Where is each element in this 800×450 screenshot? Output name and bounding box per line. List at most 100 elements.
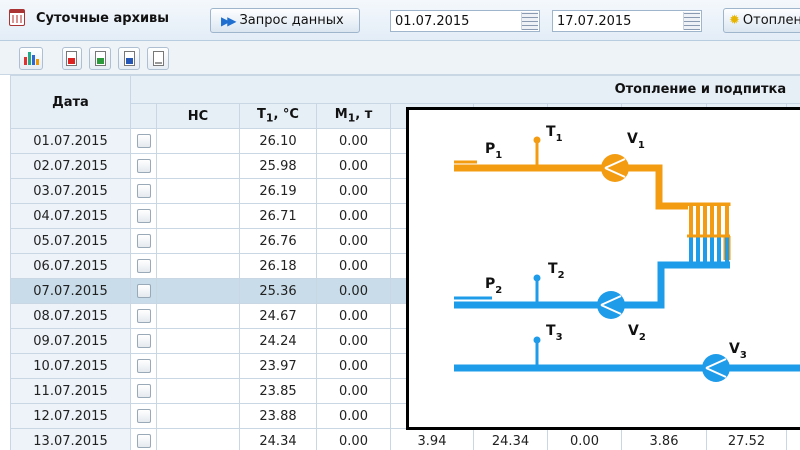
cell-m1: 0.00 — [316, 353, 391, 379]
cell-t1: 25.98 — [239, 153, 317, 179]
row-checkbox[interactable] — [136, 159, 151, 173]
row-checkbox[interactable] — [136, 409, 151, 423]
cell-ns — [156, 228, 240, 254]
excel-export-button[interactable] — [89, 47, 111, 70]
calendar-picker-icon[interactable] — [521, 12, 538, 30]
label-v2: V2 — [628, 323, 646, 343]
row-checkbox[interactable] — [136, 359, 151, 373]
page-title: Суточные архивы — [36, 11, 170, 26]
text-export-button[interactable] — [147, 47, 169, 70]
column-header-ns[interactable]: НС — [156, 103, 240, 129]
request-data-button[interactable]: ▶▶ Запрос данных — [210, 8, 360, 33]
cell-date: 09.07.2015 — [10, 328, 131, 354]
row-checkbox — [130, 253, 157, 279]
cell-ns — [156, 203, 240, 229]
label-t2: T2 — [548, 261, 565, 281]
cell-m1: 0.00 — [316, 128, 391, 154]
cell-m1: 0.00 — [316, 403, 391, 429]
row-checkbox[interactable] — [136, 384, 151, 398]
cell-t1: 26.76 — [239, 228, 317, 254]
return-pipe — [454, 261, 730, 309]
cell-ns — [156, 353, 240, 379]
cell-date: 11.07.2015 — [10, 378, 131, 404]
word-icon — [124, 51, 135, 66]
fast-forward-icon: ▶▶ — [221, 13, 237, 28]
scheme-svg: P1 T1 V1 P2 T2 V2 T3 V3 — [454, 124, 800, 382]
word-export-button[interactable] — [118, 47, 140, 70]
cell-date: 02.07.2015 — [10, 153, 131, 179]
date-from-value: 01.07.2015 — [395, 14, 470, 29]
export-toolbar — [0, 41, 800, 75]
cell-t1: 26.10 — [239, 128, 317, 154]
cell-m1: 0.00 — [316, 328, 391, 354]
column-header-m1[interactable]: M1, т — [316, 103, 391, 129]
cell-m1: 0.00 — [316, 253, 391, 279]
heating-label: Отоплен — [742, 13, 800, 28]
row-checkbox[interactable] — [136, 134, 151, 148]
table-row[interactable]: 13.07.2015 24.34 0.00 3.94 24.34 0.00 3.86 27.5… — [10, 428, 800, 450]
cell-m1: 0.00 — [316, 428, 391, 450]
row-checkbox[interactable] — [136, 309, 151, 323]
row-checkbox — [130, 328, 157, 354]
sun-icon: ✹ — [729, 13, 740, 28]
cell-ns — [156, 428, 240, 450]
column-header-t1[interactable]: T1, °С — [239, 103, 317, 129]
heating-button[interactable]: ✹ Отоплен — [723, 8, 800, 33]
row-checkbox — [130, 378, 157, 404]
cell-date: 13.07.2015 — [10, 428, 131, 450]
row-checkbox[interactable] — [136, 184, 151, 198]
cell-t1: 24.24 — [239, 328, 317, 354]
excel-icon — [95, 51, 106, 66]
cell-ns — [156, 153, 240, 179]
cell-date: 01.07.2015 — [10, 128, 131, 154]
cell-m1: 0.00 — [316, 278, 391, 304]
makeup-pipe — [454, 336, 800, 372]
cell-t1: 24.67 — [239, 303, 317, 329]
heating-scheme-diagram: P1 T1 V1 P2 T2 V2 T3 V3 — [406, 107, 800, 430]
cell: 27.52 — [706, 428, 787, 450]
heat-exchanger — [687, 206, 731, 268]
cell-date: 06.07.2015 — [10, 253, 131, 279]
group-header-heating: Отопление и подпитка — [129, 75, 800, 104]
cell-ns — [156, 253, 240, 279]
row-checkbox[interactable] — [136, 334, 151, 348]
column-header-date[interactable]: Дата — [10, 75, 131, 129]
calendar-picker-icon[interactable] — [683, 12, 700, 30]
row-checkbox[interactable] — [136, 434, 151, 448]
cell-t1: 26.71 — [239, 203, 317, 229]
date-from-field[interactable]: 01.07.2015 — [390, 10, 540, 32]
cell-date: 05.07.2015 — [10, 228, 131, 254]
row-checkbox — [130, 403, 157, 429]
cell-m1: 0.00 — [316, 153, 391, 179]
cell-ns — [156, 328, 240, 354]
row-checkbox[interactable] — [136, 209, 151, 223]
cell-t1: 23.97 — [239, 353, 317, 379]
cell-ns — [156, 128, 240, 154]
cell: 0.00 — [547, 428, 622, 450]
row-checkbox[interactable] — [136, 284, 151, 298]
cell-m1: 0.00 — [316, 378, 391, 404]
cell-t1: 25.36 — [239, 278, 317, 304]
chart-button[interactable] — [19, 47, 43, 70]
row-checkbox[interactable] — [136, 234, 151, 248]
cell-m1: 0.00 — [316, 203, 391, 229]
pdf-export-button[interactable] — [62, 47, 82, 70]
column-header-checkbox — [130, 103, 157, 129]
row-checkbox — [130, 153, 157, 179]
label-t1: T1 — [546, 124, 563, 144]
row-checkbox — [130, 278, 157, 304]
cell-m1: 0.00 — [316, 228, 391, 254]
cell-date: 03.07.2015 — [10, 178, 131, 204]
calendar-icon — [9, 9, 25, 26]
cell-t1: 24.34 — [239, 428, 317, 450]
cell-date: 12.07.2015 — [10, 403, 131, 429]
cell-t1: 23.85 — [239, 378, 317, 404]
pdf-icon — [66, 51, 77, 66]
label-t3: T3 — [546, 323, 563, 343]
date-to-field[interactable]: 17.07.2015 — [552, 10, 702, 32]
row-checkbox — [130, 353, 157, 379]
row-checkbox[interactable] — [136, 259, 151, 273]
cell-date: 04.07.2015 — [10, 203, 131, 229]
row-checkbox — [130, 178, 157, 204]
